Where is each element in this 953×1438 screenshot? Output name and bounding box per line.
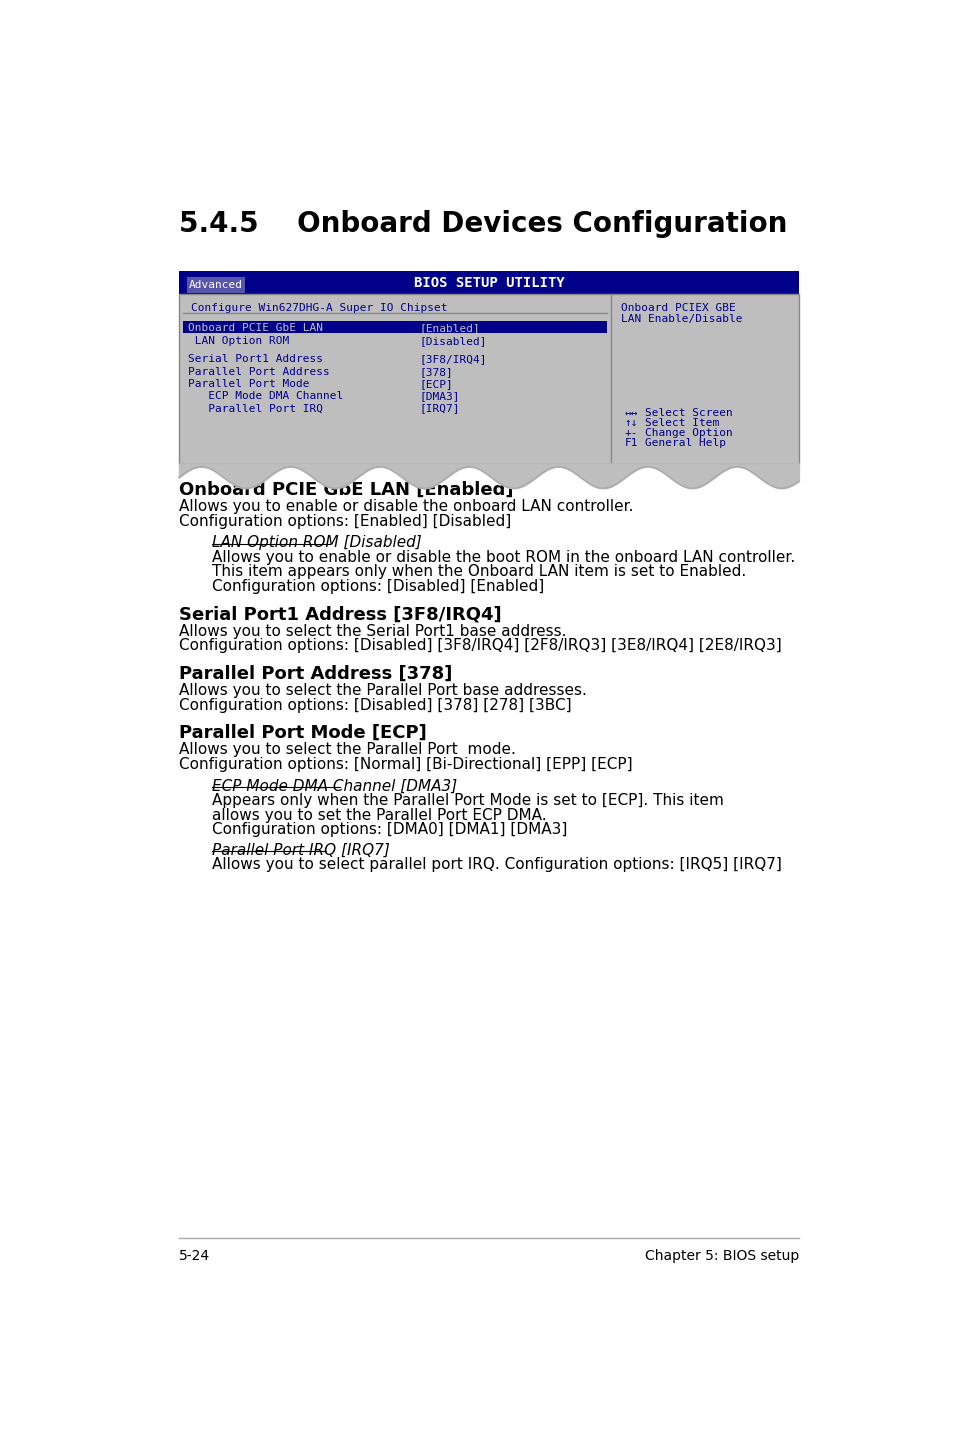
Text: [DMA3]: [DMA3] [418, 391, 459, 401]
Text: Allows you to select the Parallel Port  mode.: Allows you to select the Parallel Port m… [179, 742, 516, 758]
Text: Parallel Port Address: Parallel Port Address [188, 367, 330, 377]
Text: ECP Mode DMA Channel [DMA3]: ECP Mode DMA Channel [DMA3] [212, 778, 457, 794]
Text: [3F8/IRQ4]: [3F8/IRQ4] [418, 354, 486, 364]
Text: Onboard PCIE GbE LAN [Enabled]: Onboard PCIE GbE LAN [Enabled] [179, 480, 513, 499]
Text: Allows you to select the Parallel Port base addresses.: Allows you to select the Parallel Port b… [179, 683, 586, 697]
Text: [378]: [378] [418, 367, 453, 377]
Text: [ECP]: [ECP] [418, 380, 453, 388]
Text: Parallel Port Address [378]: Parallel Port Address [378] [179, 664, 452, 683]
Text: Serial Port1 Address [3F8/IRQ4]: Serial Port1 Address [3F8/IRQ4] [179, 605, 501, 623]
Text: LAN Option ROM [Disabled]: LAN Option ROM [Disabled] [212, 535, 421, 551]
Text: Serial Port1 Address: Serial Port1 Address [188, 354, 323, 364]
Text: LAN Option ROM: LAN Option ROM [188, 336, 289, 345]
FancyBboxPatch shape [179, 272, 798, 295]
Text: General Help: General Help [645, 439, 726, 449]
Text: F1: F1 [624, 439, 638, 449]
FancyBboxPatch shape [187, 278, 245, 293]
Text: Allows you to enable or disable the onboard LAN controller.: Allows you to enable or disable the onbo… [179, 499, 633, 513]
Text: [IRQ7]: [IRQ7] [418, 404, 459, 414]
FancyBboxPatch shape [179, 295, 798, 463]
Text: LAN Enable/Disable: LAN Enable/Disable [620, 315, 741, 324]
Text: [Enabled]: [Enabled] [418, 324, 479, 334]
Text: Configure Win627DHG-A Super IO Chipset: Configure Win627DHG-A Super IO Chipset [191, 303, 447, 313]
Text: Configuration options: [DMA0] [DMA1] [DMA3]: Configuration options: [DMA0] [DMA1] [DM… [212, 823, 567, 837]
Text: Select Screen: Select Screen [645, 408, 733, 418]
Text: Allows you to select the Serial Port1 base address.: Allows you to select the Serial Port1 ba… [179, 624, 566, 638]
Text: Configuration options: [Disabled] [3F8/IRQ4] [2F8/IRQ3] [3E8/IRQ4] [2E8/IRQ3]: Configuration options: [Disabled] [3F8/I… [179, 638, 781, 653]
Text: Configuration options: [Normal] [Bi-Directional] [EPP] [ECP]: Configuration options: [Normal] [Bi-Dire… [179, 756, 632, 772]
Text: ↑↓: ↑↓ [624, 418, 638, 429]
Text: 5.4.5    Onboard Devices Configuration: 5.4.5 Onboard Devices Configuration [179, 210, 786, 237]
Text: ↔↔: ↔↔ [624, 408, 638, 418]
Text: Configuration options: [Disabled] [Enabled]: Configuration options: [Disabled] [Enabl… [212, 580, 544, 594]
Text: Configuration options: [Disabled] [378] [278] [3BC]: Configuration options: [Disabled] [378] … [179, 697, 571, 713]
Text: allows you to set the Parallel Port ECP DMA.: allows you to set the Parallel Port ECP … [212, 808, 546, 823]
Text: Configuration options: [Enabled] [Disabled]: Configuration options: [Enabled] [Disabl… [179, 513, 511, 529]
Text: Select Item: Select Item [645, 418, 719, 429]
Text: Parallel Port IRQ: Parallel Port IRQ [188, 404, 323, 414]
Text: Onboard PCIEX GBE: Onboard PCIEX GBE [620, 303, 735, 313]
Text: This item appears only when the Onboard LAN item is set to Enabled.: This item appears only when the Onboard … [212, 565, 745, 580]
Text: Allows you to enable or disable the boot ROM in the onboard LAN controller.: Allows you to enable or disable the boot… [212, 549, 795, 565]
Text: BIOS SETUP UTILITY: BIOS SETUP UTILITY [413, 276, 564, 289]
Text: ECP Mode DMA Channel: ECP Mode DMA Channel [188, 391, 343, 401]
Text: Onboard PCIE GbE LAN: Onboard PCIE GbE LAN [188, 324, 323, 334]
Text: Advanced: Advanced [188, 280, 242, 290]
Text: Allows you to select parallel port IRQ. Configuration options: [IRQ5] [IRQ7]: Allows you to select parallel port IRQ. … [212, 857, 781, 871]
Text: Chapter 5: BIOS setup: Chapter 5: BIOS setup [644, 1250, 798, 1263]
Text: Parallel Port Mode [ECP]: Parallel Port Mode [ECP] [179, 723, 426, 742]
Text: Parallel Port IRQ [IRQ7]: Parallel Port IRQ [IRQ7] [212, 843, 390, 857]
Text: Appears only when the Parallel Port Mode is set to [ECP]. This item: Appears only when the Parallel Port Mode… [212, 794, 723, 808]
Text: 5-24: 5-24 [179, 1250, 210, 1263]
FancyBboxPatch shape [183, 321, 607, 332]
Text: +-: +- [624, 429, 638, 439]
Text: [Disabled]: [Disabled] [418, 336, 486, 345]
Text: Change Option: Change Option [645, 429, 733, 439]
Text: Parallel Port Mode: Parallel Port Mode [188, 380, 310, 388]
